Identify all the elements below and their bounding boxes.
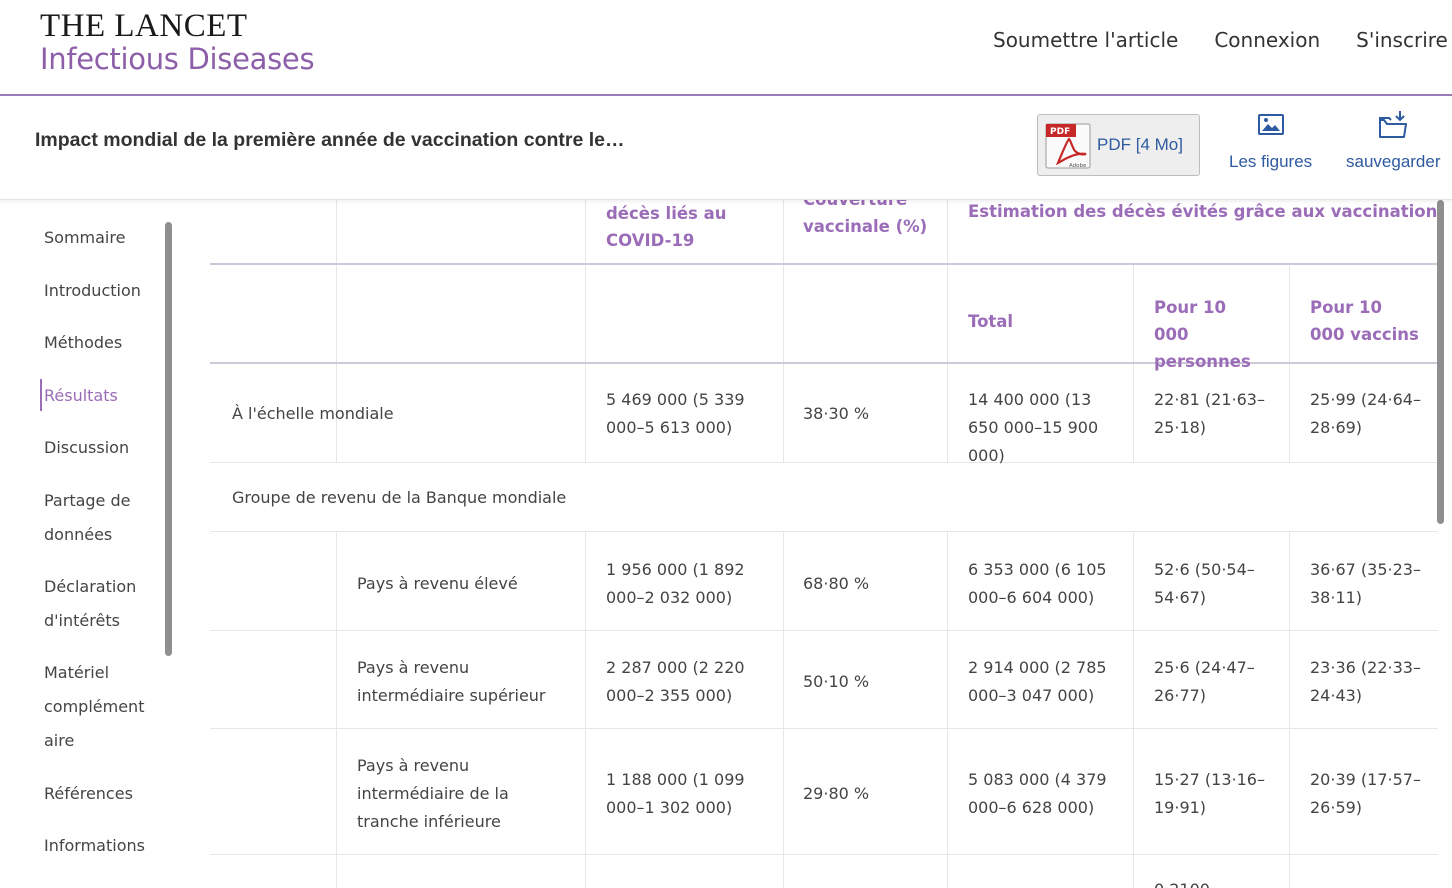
cell-total: 14 400 000 (13 650 000–15 900 000) [968, 390, 1099, 465]
col-divider [1289, 532, 1290, 888]
svg-text:PDF: PDF [1050, 127, 1070, 137]
header-deaths: décès liés au COVID-19 [606, 204, 727, 250]
cell-per-persons: 22·81 (21·63–25·18) [1154, 390, 1265, 437]
cell-per-vaccines: 36·67 (35·23–38·11) [1310, 560, 1421, 607]
logo-infectious-diseases: Infectious Diseases [40, 42, 315, 76]
save-button[interactable]: sauvegarder [1346, 109, 1441, 172]
col-divider [947, 200, 948, 463]
folder-save-icon [1379, 111, 1408, 138]
cell-per-persons: 15·27 (13·16–19·91) [1154, 770, 1265, 817]
cell-deaths: 1 188 000 (1 099 000–1 302 000) [606, 770, 745, 817]
article-title: Impact mondial de la première année de v… [35, 129, 625, 151]
pdf-button-label: PDF [4 Mo] [1097, 135, 1183, 154]
cell-coverage: 68·80 % [803, 574, 870, 593]
article-sidebar-nav: Sommaire Introduction Méthodes Résultats… [0, 200, 205, 888]
header-total: Total [968, 312, 1014, 331]
figures-label: Les figures [1229, 152, 1313, 171]
header-rule [210, 263, 1438, 265]
cell-per-vaccines: 20·39 (17·57–26·59) [1310, 770, 1421, 817]
sidebar-active-indicator [40, 379, 42, 411]
sidebar-item-references[interactable]: Références [44, 784, 133, 803]
row-label-lower-middle-income: Pays à revenu intermédiaire de la tranch… [357, 756, 509, 831]
sidebar-item-data-sharing[interactable]: Partage de données [44, 491, 131, 544]
cell-coverage: 38·30 % [803, 404, 870, 423]
row-label-upper-middle-income: Pays à revenu intermédiaire supérieur [357, 658, 546, 705]
cell-deaths: 1 956 000 (1 892 000–2 032 000) [606, 560, 745, 607]
row-label-global: À l'échelle mondiale [232, 404, 394, 423]
col-divider [585, 200, 586, 463]
cell-per-vaccines: 25·99 (24·64–28·69) [1310, 390, 1421, 437]
journal-logo[interactable]: THE LANCET Infectious Diseases [40, 8, 315, 76]
cell-deaths: 2 287 000 (2 220 000–2 355 000) [606, 658, 745, 705]
col-divider [783, 532, 784, 888]
col-divider [947, 532, 948, 888]
results-table: décès liés au COVID-19 Couverture vaccin… [210, 200, 1438, 888]
article-toolbar: Impact mondial de la première année de v… [0, 97, 1452, 200]
header-per-10000-vaccines: Pour 10 000 vaccins [1310, 298, 1419, 344]
cell-partial: 0·2100 [1154, 876, 1210, 888]
sidebar-item-methods[interactable]: Méthodes [44, 333, 123, 352]
sidebar-item-results[interactable]: Résultats [44, 386, 118, 405]
sidebar-scrollbar[interactable] [165, 222, 172, 656]
cell-coverage: 50·10 % [803, 672, 870, 691]
cell-total: 2 914 000 (2 785 000–3 047 000) [968, 658, 1107, 705]
row-divider [210, 630, 1438, 631]
save-label: sauvegarder [1346, 152, 1441, 171]
cell-total: 5 083 000 (4 379 000–6 628 000) [968, 770, 1107, 817]
nav-register[interactable]: S'inscrire [1356, 28, 1448, 52]
col-divider [1133, 532, 1134, 888]
logo-the-lancet: THE LANCET [40, 8, 248, 44]
col-divider [585, 532, 586, 888]
header-rule [210, 362, 1438, 364]
cell-coverage: 29·80 % [803, 784, 870, 803]
header-per-10000-persons: Pour 10 000 personnes [1154, 298, 1251, 371]
cell-per-persons: 52·6 (50·54–54·67) [1154, 560, 1255, 607]
sidebar-item-discussion[interactable]: Discussion [44, 438, 130, 457]
group-label-income: Groupe de revenu de la Banque mondiale [232, 488, 567, 507]
row-divider [210, 462, 1438, 463]
pdf-download-button[interactable]: PDF Adobe PDF [4 Mo] [1037, 114, 1200, 176]
nav-login[interactable]: Connexion [1214, 28, 1321, 52]
cell-per-vaccines: 23·36 (22·33–24·43) [1310, 658, 1421, 705]
row-divider [210, 728, 1438, 729]
header-coverage: Couverture vaccinale (%) [803, 200, 928, 236]
top-nav: Soumettre l'article Connexion S'inscrire [993, 28, 1452, 52]
nav-submit-article[interactable]: Soumettre l'article [993, 28, 1179, 52]
sidebar-item-supplementary[interactable]: Matériel complément aire [44, 663, 145, 750]
row-divider [210, 531, 1438, 532]
sidebar-item-summary[interactable]: Sommaire [44, 228, 126, 247]
cell-per-persons: 25·6 (24·47–26·77) [1154, 658, 1255, 705]
sidebar-item-introduction[interactable]: Introduction [44, 281, 141, 300]
cell-total: 6 353 000 (6 105 000–6 604 000) [968, 560, 1107, 607]
col-divider [783, 200, 784, 463]
col-divider [336, 200, 337, 463]
svg-text:Adobe: Adobe [1069, 163, 1087, 169]
site-header: THE LANCET Infectious Diseases Soumettre… [0, 0, 1452, 96]
image-icon [1257, 114, 1284, 135]
figures-button[interactable]: Les figures [1229, 112, 1312, 172]
pdf-file-icon: PDF Adobe [1045, 123, 1091, 169]
row-divider [210, 854, 1438, 855]
cell-deaths: 5 469 000 (5 339 000–5 613 000) [606, 390, 745, 437]
col-divider [336, 532, 337, 888]
sidebar-item-declaration[interactable]: Déclaration d'intérêts [44, 577, 137, 630]
sidebar-item-information[interactable]: Informations [44, 836, 145, 855]
table-scrollbar[interactable] [1437, 200, 1444, 524]
row-label-high-income: Pays à revenu élevé [357, 574, 518, 593]
header-deaths-averted: Estimation des décès évités grâce aux va… [968, 202, 1438, 221]
